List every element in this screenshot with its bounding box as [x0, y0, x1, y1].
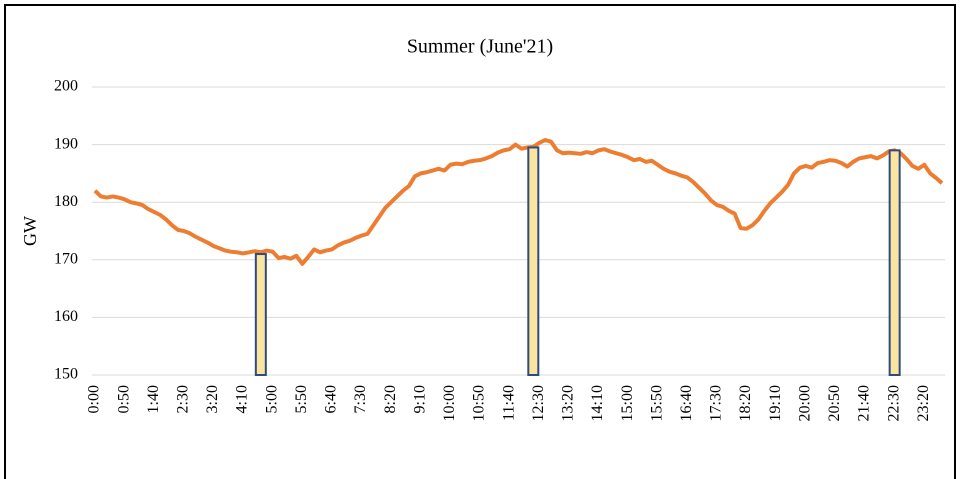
- y-tick-label: 200: [54, 78, 78, 95]
- x-tick-label: 20:50: [826, 385, 843, 421]
- y-axis-label: GW: [20, 216, 40, 246]
- x-tick-label: 14:10: [589, 385, 606, 421]
- chart-frame: [4, 4, 956, 479]
- x-tick-label: 10:00: [441, 385, 458, 421]
- bar: [254, 253, 267, 376]
- x-tick-label: 5:00: [263, 385, 280, 413]
- x-tick-label: 1:40: [145, 385, 162, 413]
- x-tick-label: 6:40: [323, 385, 340, 413]
- bar: [888, 149, 901, 376]
- x-tick-label: 18:20: [737, 385, 754, 421]
- y-tick-label: 180: [54, 193, 78, 210]
- x-tick-label: 20:00: [796, 385, 813, 421]
- x-tick-label: 16:40: [678, 385, 695, 421]
- x-tick-label: 7:30: [352, 385, 369, 413]
- x-tick-label: 3:20: [204, 385, 221, 413]
- y-tick-label: 190: [54, 135, 78, 152]
- x-tick-label: 0:50: [115, 385, 132, 413]
- x-tick-label: 9:10: [411, 385, 428, 413]
- chart-title: Summer (June'21): [407, 36, 553, 58]
- bar: [527, 146, 540, 376]
- x-tick-label: 0:00: [86, 385, 103, 413]
- x-tick-label: 2:30: [174, 385, 191, 413]
- x-tick-label: 10:50: [471, 385, 488, 421]
- x-tick-label: 4:10: [234, 385, 251, 413]
- x-tick-label: 5:50: [293, 385, 310, 413]
- y-tick-label: 170: [54, 250, 78, 267]
- x-tick-label: 22:30: [885, 385, 902, 421]
- x-tick-label: 13:20: [560, 385, 577, 421]
- x-tick-label: 11:40: [500, 385, 517, 421]
- x-tick-label: 17:30: [708, 385, 725, 421]
- x-tick-label: 15:00: [619, 385, 636, 421]
- x-tick-label: 8:20: [382, 385, 399, 413]
- x-tick-label: 23:20: [915, 385, 932, 421]
- x-tick-label: 12:30: [530, 385, 547, 421]
- x-tick-label: 19:10: [767, 385, 784, 421]
- line: [93, 137, 944, 266]
- y-tick-label: 160: [54, 308, 78, 325]
- x-tick-label: 21:40: [856, 385, 873, 421]
- y-tick-label: 150: [54, 366, 78, 383]
- x-tick-label: 15:50: [648, 385, 665, 421]
